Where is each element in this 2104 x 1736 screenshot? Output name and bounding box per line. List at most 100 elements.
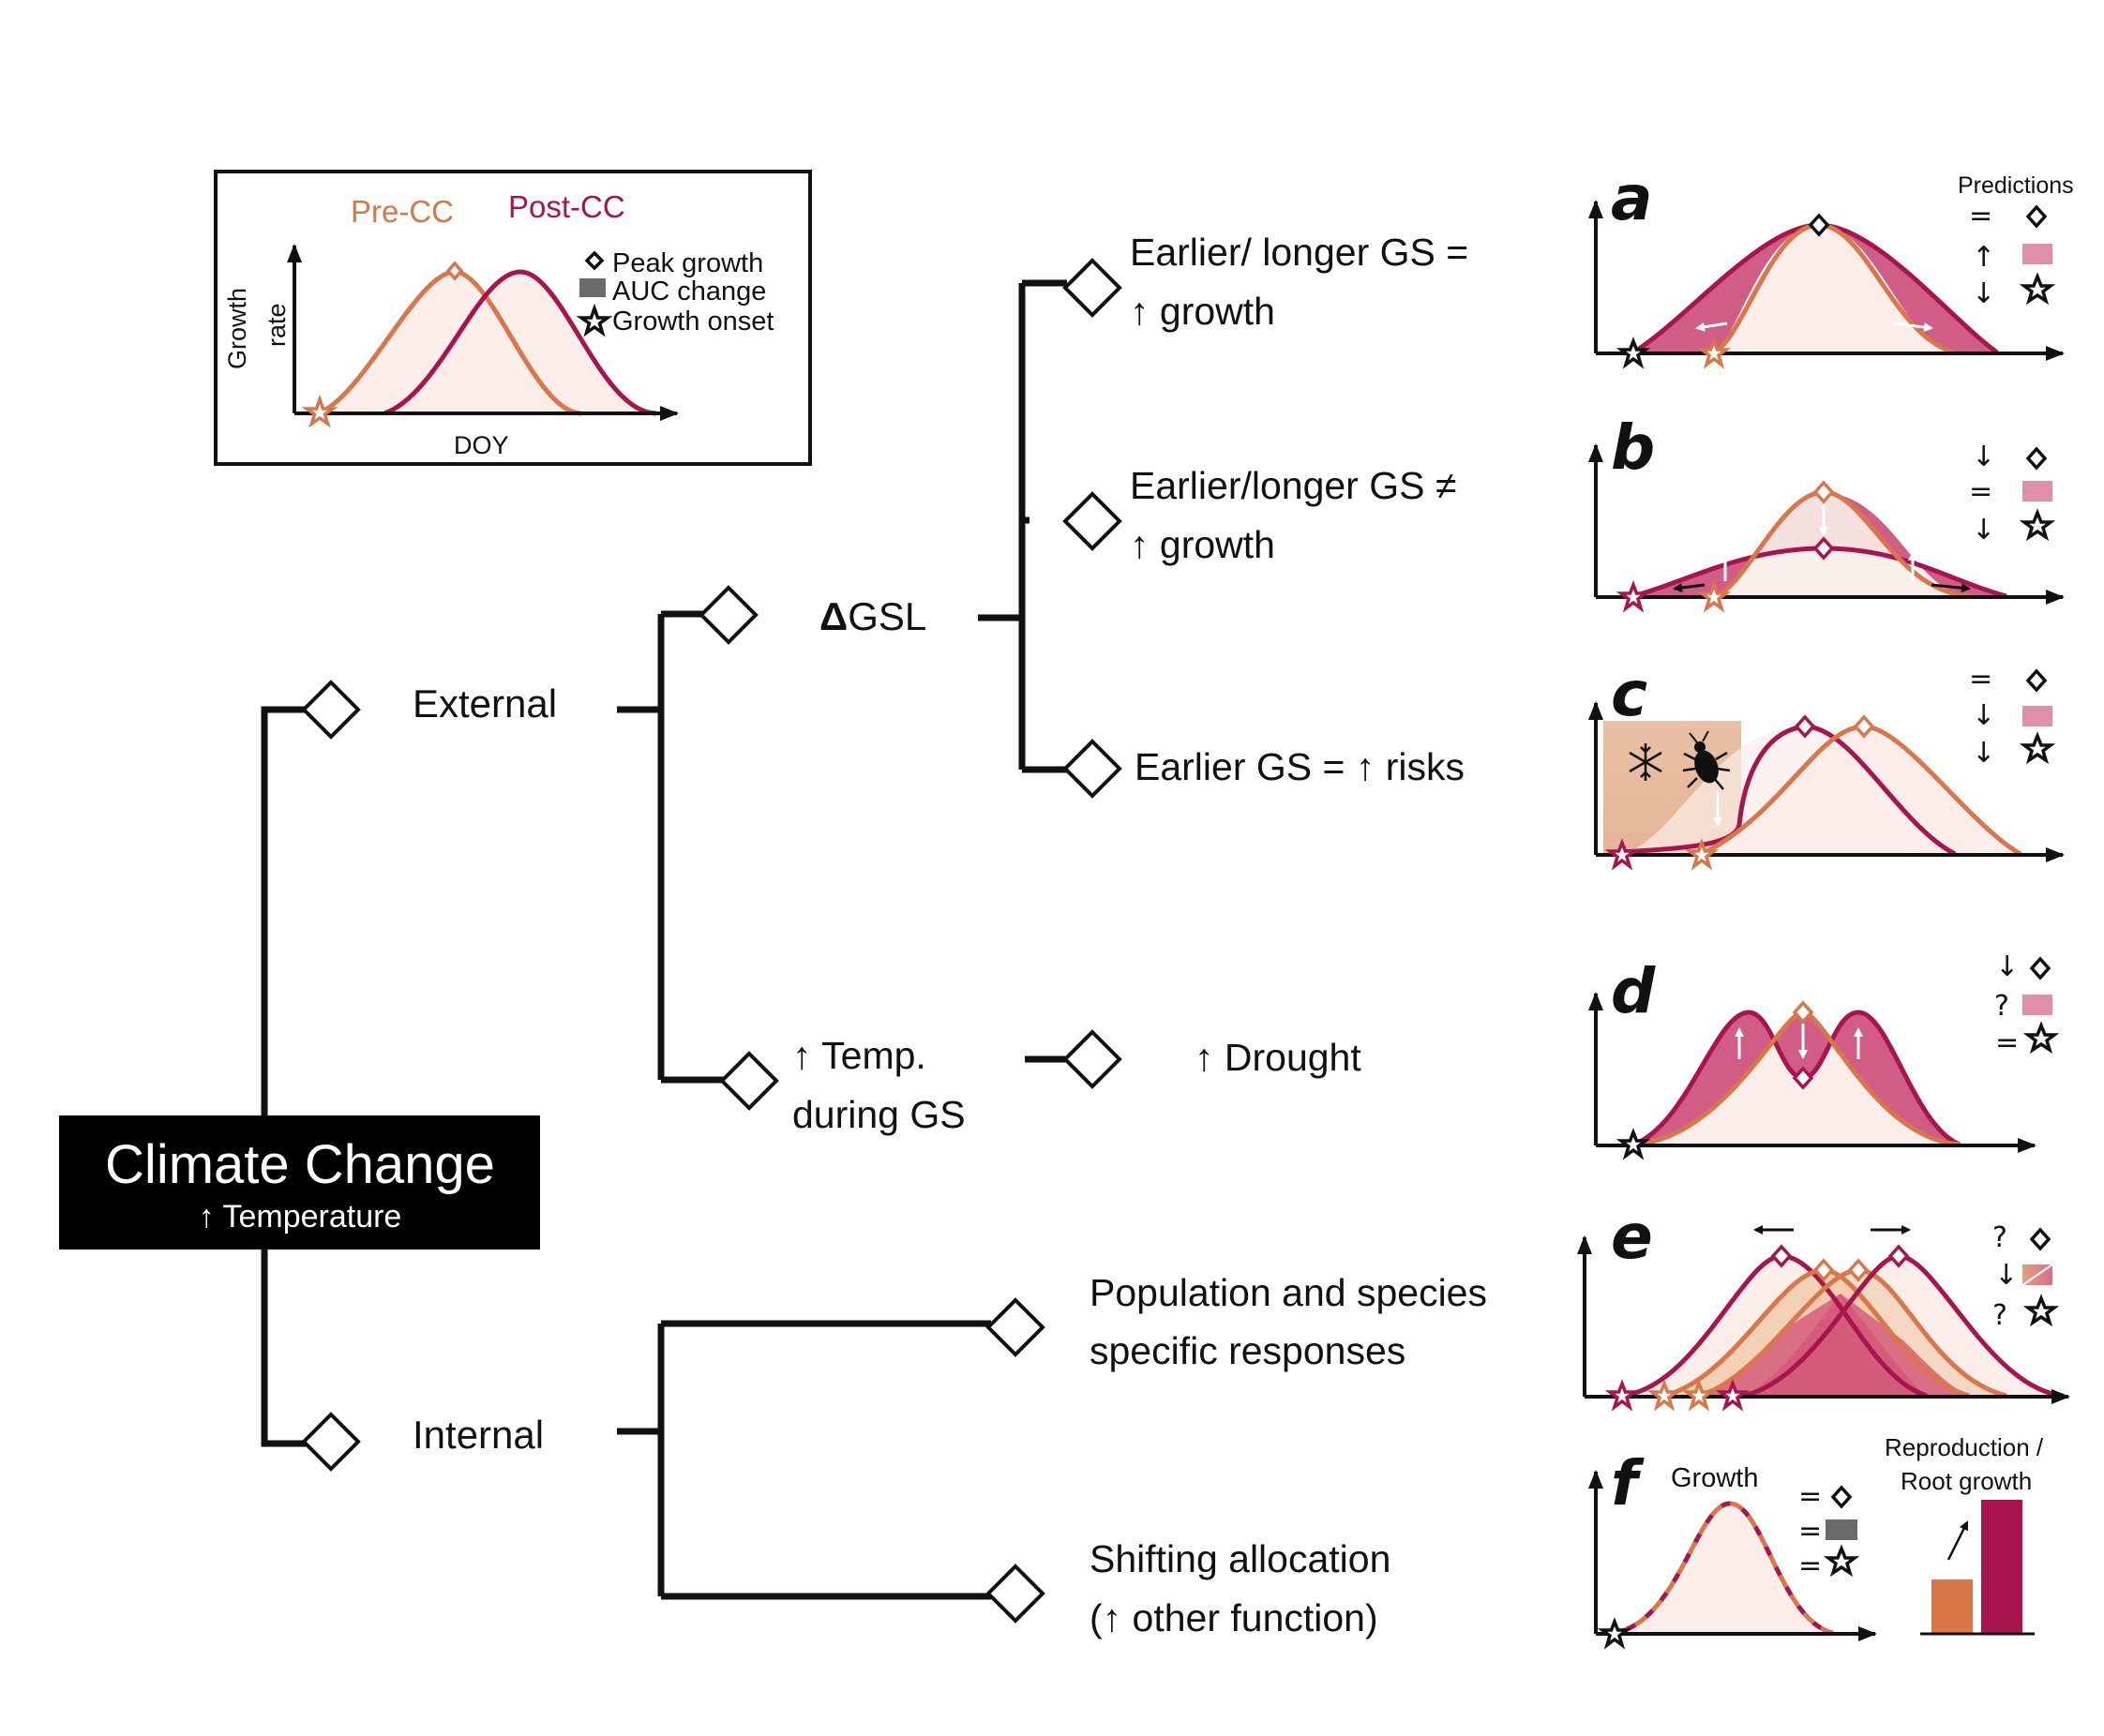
panel-b: b ↓ = ↓ bbox=[1588, 412, 2065, 613]
label-external: External bbox=[413, 681, 557, 726]
root-box: Climate Change ↑ Temperature bbox=[59, 1115, 540, 1250]
pred-b-onset: ↓ bbox=[1972, 514, 1995, 546]
predictions-title: Predictions bbox=[1958, 172, 2074, 199]
auc-change-swatch-icon bbox=[579, 278, 606, 297]
bar-label-2: Root growth bbox=[1901, 1467, 2032, 1495]
peak-diamond-icon bbox=[1808, 213, 1830, 237]
panel-a: a = ↑ ↓ bbox=[1588, 162, 2065, 369]
legend-mini-chart bbox=[287, 244, 679, 428]
onset-star-post-icon bbox=[1604, 838, 1640, 871]
node-outcome-f bbox=[985, 1564, 1045, 1624]
onset-star-post-icon bbox=[1616, 580, 1651, 613]
peak-diamond-pre-icon bbox=[1792, 1000, 1814, 1025]
panel-letter-f: f bbox=[1611, 1447, 1645, 1519]
bar-label-1: Reproduction / bbox=[1885, 1433, 2044, 1461]
onset-star-post-icon bbox=[1616, 337, 1651, 369]
node-temp-gs bbox=[719, 1051, 779, 1111]
pred-c-auc: ↓ bbox=[1972, 699, 1995, 732]
panel-letter-b: b bbox=[1611, 412, 1655, 484]
pred-b-onset-star-icon bbox=[2019, 508, 2056, 542]
legend-y-label-2: rate bbox=[263, 303, 291, 347]
panel-d: d ↓ ? = bbox=[1588, 950, 2060, 1160]
pred-e-peak-diamond-icon bbox=[2029, 1227, 2051, 1251]
node-external bbox=[301, 680, 361, 740]
legend-item-peak: Peak growth bbox=[612, 248, 763, 278]
pred-f-auc-swatch bbox=[1826, 1519, 1857, 1540]
pred-a-peak: = bbox=[1969, 200, 1992, 232]
outcome-d: ↑ Drought bbox=[1195, 1036, 1361, 1079]
node-outcome-a bbox=[1062, 258, 1122, 318]
onset-star-3-icon bbox=[1681, 1379, 1717, 1412]
pred-a-peak-diamond-icon bbox=[2025, 204, 2048, 229]
outcome-b-line2: ↑ growth bbox=[1130, 523, 1275, 566]
label-temp-line2: during GS bbox=[792, 1093, 966, 1136]
pred-d-peak: ↓ bbox=[1995, 950, 2019, 983]
peak-diamond-pre-2-icon bbox=[1847, 1258, 1870, 1282]
tree-nodes bbox=[301, 258, 1122, 1624]
delta-symbol: Δ bbox=[819, 594, 848, 638]
outcome-e-line2: specific responses bbox=[1090, 1329, 1405, 1372]
legend-y-label-1: Growth bbox=[223, 288, 251, 369]
outcome-f-line1: Shifting allocation bbox=[1090, 1537, 1390, 1580]
pred-d-auc: ? bbox=[1994, 990, 2009, 1023]
pred-c-onset-star-icon bbox=[2019, 731, 2056, 765]
pred-c-auc-swatch bbox=[2022, 706, 2052, 726]
pred-b-auc: = bbox=[1969, 475, 1992, 508]
outcome-c: Earlier GS = ↑ risks bbox=[1135, 745, 1465, 788]
legend-onset-star-icon bbox=[301, 394, 338, 428]
node-outcome-b bbox=[1062, 491, 1122, 551]
outcome-f-line2: (↑ other function) bbox=[1090, 1596, 1378, 1639]
node-outcome-d bbox=[1062, 1029, 1122, 1089]
peak-diamond-pre-icon bbox=[1812, 480, 1835, 504]
pred-e-auc: ↓ bbox=[1994, 1259, 2018, 1292]
node-delta-gsl bbox=[699, 585, 759, 645]
legend-items: Peak growth AUC change Growth onset bbox=[576, 248, 774, 337]
panel-letter-a: a bbox=[1611, 162, 1653, 234]
onset-star-4-icon bbox=[1715, 1379, 1751, 1412]
outcome-a-line1: Earlier/ longer GS = bbox=[1130, 231, 1468, 274]
pred-a-auc-swatch bbox=[2022, 244, 2052, 264]
peak-diamond-post-1-icon bbox=[1770, 1244, 1793, 1268]
pred-d-peak-diamond-icon bbox=[2029, 956, 2051, 980]
pred-b-auc-swatch bbox=[2022, 481, 2052, 501]
gsl-text: GSL bbox=[848, 594, 926, 638]
pred-f-peak-diamond-icon bbox=[1830, 1485, 1853, 1509]
pred-d-onset-star-icon bbox=[2022, 1021, 2060, 1055]
legend-peak-diamond-icon bbox=[445, 261, 464, 281]
pred-c-peak-diamond-icon bbox=[2025, 668, 2048, 693]
peak-diamond-pre-1-icon bbox=[1812, 1258, 1835, 1282]
legend-box: Pre-CC Post-CC Growth rate DOY Peak grow… bbox=[214, 170, 812, 466]
pred-c-onset: ↓ bbox=[1972, 737, 1995, 770]
bar-post-cc bbox=[1981, 1500, 2022, 1634]
peak-diamond-post-icon bbox=[1792, 1066, 1814, 1090]
outcome-b-line1: Earlier/longer GS ≠ bbox=[1130, 464, 1456, 507]
pred-e-onset-star-icon bbox=[2022, 1294, 2060, 1327]
label-temp-line1: ↑ Temp. bbox=[792, 1034, 926, 1077]
tree-branches bbox=[261, 279, 1067, 1600]
legend-pre-label: Pre-CC bbox=[351, 194, 454, 229]
pred-f-onset: = bbox=[1798, 1549, 1822, 1582]
peak-diamond-post-icon bbox=[1794, 714, 1816, 739]
peak-diamond-post-2-icon bbox=[1887, 1244, 1910, 1268]
pred-e-onset: ? bbox=[1992, 1299, 2007, 1332]
legend-item-auc: AUC change bbox=[612, 277, 766, 307]
panel-f-growth-label: Growth bbox=[1671, 1463, 1758, 1493]
pred-a-auc: ↑ bbox=[1972, 241, 1995, 274]
onset-star-pre-icon bbox=[1696, 580, 1732, 613]
pred-f-peak: = bbox=[1798, 1480, 1822, 1513]
onset-star-icon bbox=[1597, 1617, 1632, 1650]
panel-letter-d: d bbox=[1611, 955, 1656, 1027]
growth-onset-star-icon bbox=[576, 303, 613, 337]
node-outcome-e bbox=[985, 1297, 1045, 1357]
outcome-a-line2: ↑ growth bbox=[1130, 290, 1275, 333]
onset-star-pre-icon bbox=[1696, 337, 1732, 369]
bar-pre-cc bbox=[1931, 1579, 1973, 1634]
pred-f-onset-star-icon bbox=[1823, 1544, 1860, 1578]
legend-post-label: Post-CC bbox=[508, 189, 625, 224]
onset-star-1-icon bbox=[1604, 1379, 1640, 1412]
onset-star-pre-icon bbox=[1684, 838, 1720, 871]
root-subtitle: ↑ Temperature bbox=[199, 1199, 402, 1235]
tree-labels: External Internal ΔGSL ↑ Temp. during GS… bbox=[413, 231, 1487, 1639]
label-delta-gsl: ΔGSL bbox=[819, 594, 926, 638]
pred-c-peak: = bbox=[1969, 663, 1992, 696]
